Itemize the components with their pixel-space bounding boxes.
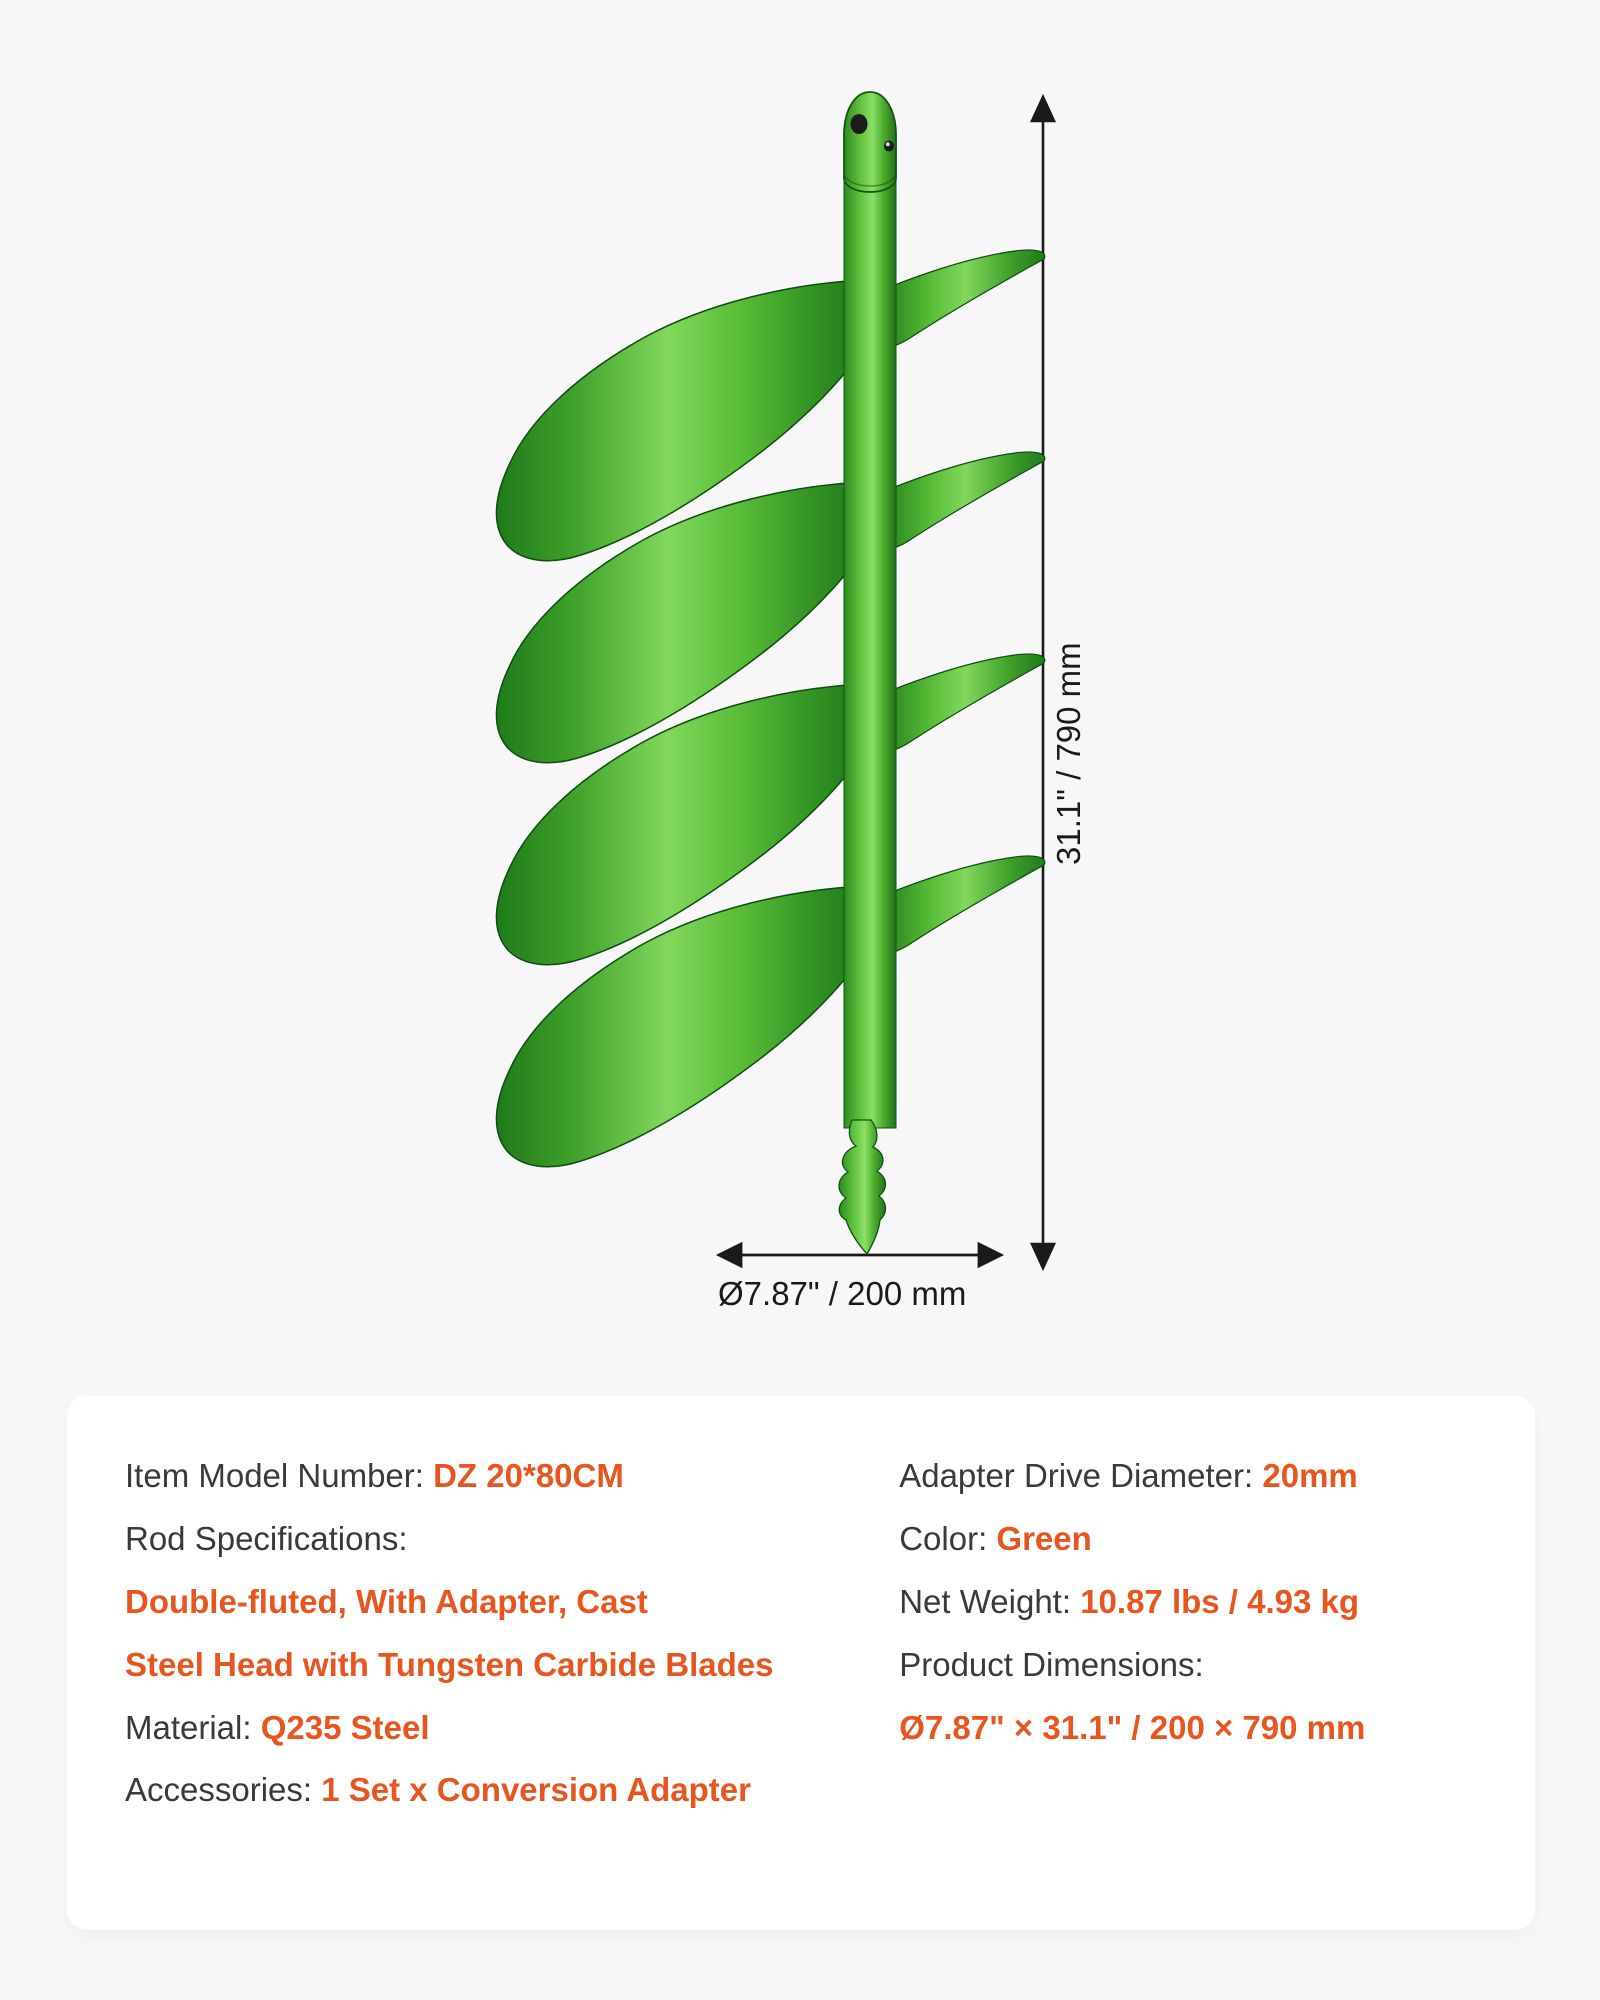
svg-text:31.1" / 790 mm: 31.1" / 790 mm (1050, 642, 1087, 865)
svg-text:Ø7.87" / 200 mm: Ø7.87" / 200 mm (718, 1275, 966, 1312)
